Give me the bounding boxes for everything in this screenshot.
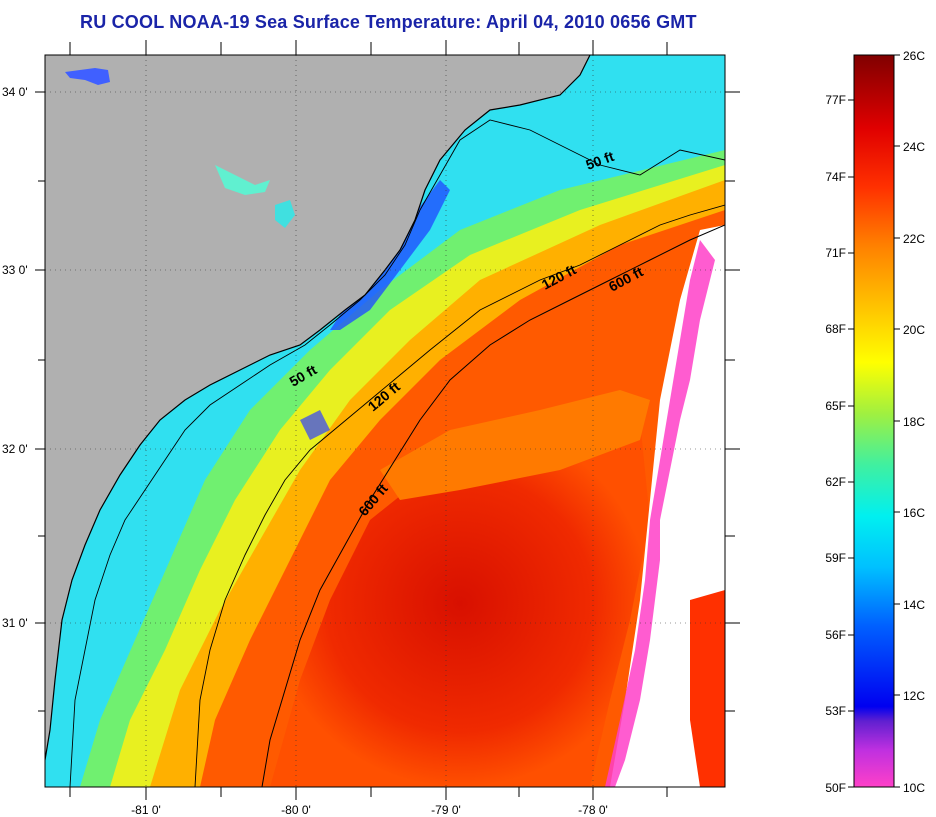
lon-label-80: -80 0' (281, 803, 311, 817)
cb-c-14: 14C (903, 598, 925, 612)
colorbar-scale (853, 54, 895, 788)
colorbar: 26C 24C 22C 20C 18C 16C 14C 12C 10C 77F … (825, 49, 925, 795)
cb-f-68: 68F (825, 322, 846, 336)
lon-label-81: -81 0' (131, 803, 161, 817)
cb-f-53: 53F (825, 704, 846, 718)
lat-label-32: 32 0' (2, 442, 28, 456)
map-frame (44, 54, 726, 788)
cb-c-16: 16C (903, 506, 925, 520)
cb-f-59: 59F (825, 551, 846, 565)
inland-artifact-1 (215, 165, 270, 195)
cb-f-50: 50F (825, 781, 846, 795)
gulf-stream-core (270, 420, 650, 787)
cb-c-20: 20C (903, 323, 925, 337)
cb-f-56: 56F (825, 628, 846, 642)
cb-c-10: 10C (903, 781, 925, 795)
cb-c-12: 12C (903, 689, 925, 703)
cb-f-77: 77F (825, 93, 846, 107)
cb-c-26: 26C (903, 49, 925, 63)
cb-f-65: 65F (825, 399, 846, 413)
cold-edge-magenta (605, 240, 715, 787)
inland-artifact-3 (65, 68, 110, 85)
coastline (45, 55, 591, 761)
isobath-600ft (261, 224, 725, 787)
lat-label-34: 34 0' (2, 85, 28, 99)
cb-c-24: 24C (903, 140, 925, 154)
land-mass (45, 55, 590, 760)
isobath-120ft (194, 204, 725, 787)
cb-f-74: 74F (825, 170, 846, 184)
lon-label-79: -79 0' (431, 803, 461, 817)
lon-label-78: -78 0' (578, 803, 608, 817)
axis-ticks (35, 40, 740, 800)
cb-f-71: 71F (825, 246, 846, 260)
colorbar-ticks (848, 54, 900, 788)
lat-label-31: 31 0' (2, 616, 28, 630)
inland-artifact-2 (275, 200, 295, 228)
offshore-warm-patch (690, 590, 725, 787)
lat-label-33: 33 0' (2, 263, 28, 277)
isobath-50ft (69, 119, 725, 787)
cb-c-18: 18C (903, 415, 925, 429)
cb-c-22: 22C (903, 232, 925, 246)
cold-streak-2 (300, 410, 330, 440)
map-panel: 50 ft 120 ft 600 ft 50 ft 120 ft 600 ft (45, 55, 725, 787)
gridlines (45, 55, 725, 787)
cb-f-62: 62F (825, 475, 846, 489)
map-title: RU COOL NOAA-19 Sea Surface Temperature:… (80, 12, 697, 32)
warm-filament (380, 390, 650, 500)
